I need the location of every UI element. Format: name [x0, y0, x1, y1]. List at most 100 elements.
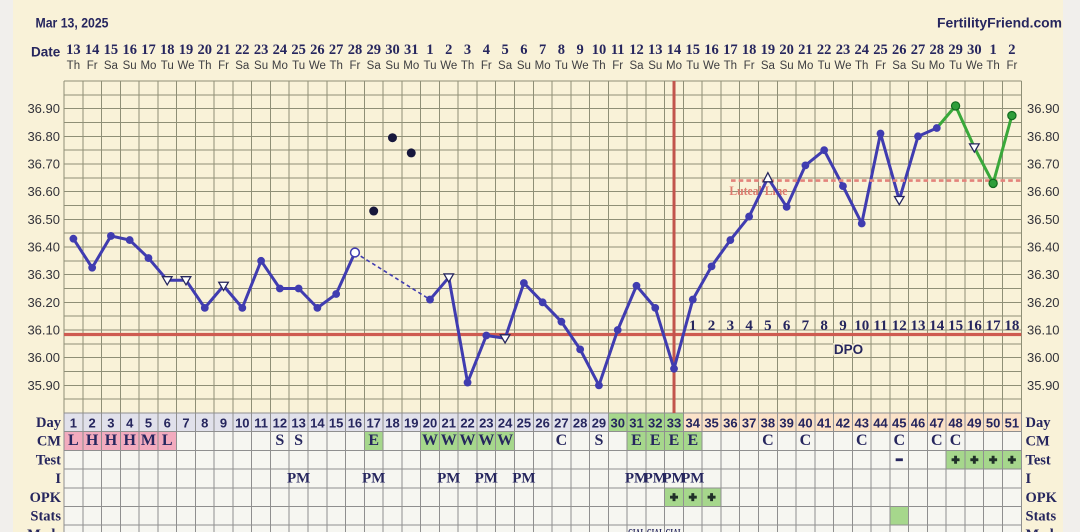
svg-text:Fr: Fr: [612, 60, 623, 72]
svg-text:Su: Su: [648, 60, 662, 72]
svg-text:43: 43: [854, 415, 868, 430]
svg-text:19: 19: [404, 415, 418, 430]
svg-text:PM: PM: [625, 471, 648, 487]
svg-text:26: 26: [535, 415, 549, 430]
svg-text:15: 15: [948, 318, 963, 334]
svg-text:Tu: Tu: [424, 60, 437, 72]
svg-text:47: 47: [930, 415, 944, 430]
svg-text:We: We: [834, 60, 851, 72]
svg-text:Tu: Tu: [818, 60, 831, 72]
svg-text:30: 30: [385, 42, 400, 58]
svg-text:14: 14: [310, 415, 325, 430]
svg-text:Mo: Mo: [403, 60, 419, 72]
svg-text:Sa: Sa: [892, 60, 907, 72]
svg-text:21: 21: [442, 415, 456, 430]
svg-text:25: 25: [291, 42, 306, 58]
svg-text:FertilityFriend.com: FertilityFriend.com: [937, 16, 1062, 31]
svg-text:C: C: [931, 432, 943, 449]
svg-text:8: 8: [820, 318, 828, 334]
svg-text:36: 36: [723, 415, 737, 430]
svg-text:Mo: Mo: [929, 60, 945, 72]
svg-text:Th: Th: [592, 60, 605, 72]
svg-text:Stats: Stats: [30, 509, 61, 525]
svg-text:41: 41: [817, 415, 831, 430]
svg-text:Sa: Sa: [629, 60, 644, 72]
svg-text:W: W: [460, 432, 476, 449]
svg-text:36.60: 36.60: [27, 184, 60, 199]
svg-text:W: W: [497, 432, 513, 449]
svg-text:36.10: 36.10: [1027, 323, 1060, 338]
svg-text:Th: Th: [986, 60, 999, 72]
svg-text:CIAL: CIAL: [647, 526, 664, 532]
svg-text:Mo: Mo: [535, 60, 551, 72]
svg-text:18: 18: [742, 42, 757, 58]
svg-text:H: H: [105, 432, 118, 449]
svg-text:6: 6: [520, 42, 527, 58]
svg-text:30: 30: [967, 42, 982, 58]
svg-text:32: 32: [648, 415, 662, 430]
svg-text:1: 1: [689, 318, 697, 334]
svg-text:16: 16: [967, 318, 983, 334]
svg-text:14: 14: [929, 318, 945, 334]
svg-text:7: 7: [182, 415, 189, 430]
svg-text:35.90: 35.90: [27, 378, 60, 393]
svg-text:Su: Su: [385, 60, 399, 72]
svg-text:Tu: Tu: [949, 60, 962, 72]
svg-text:Th: Th: [724, 60, 737, 72]
svg-text:Mo: Mo: [797, 60, 813, 72]
svg-text:25: 25: [517, 415, 531, 430]
svg-text:L: L: [162, 432, 173, 449]
svg-text:34: 34: [686, 415, 701, 430]
svg-text:3: 3: [107, 415, 114, 430]
svg-text:3: 3: [464, 42, 471, 58]
svg-text:4: 4: [745, 318, 753, 334]
svg-text:Mo: Mo: [666, 60, 682, 72]
svg-text:2: 2: [89, 415, 96, 430]
svg-text:M: M: [141, 432, 156, 449]
svg-text:36.20: 36.20: [1027, 295, 1060, 310]
svg-text:Mo: Mo: [140, 60, 156, 72]
svg-text:PM: PM: [662, 471, 685, 487]
svg-text:1: 1: [426, 42, 433, 58]
svg-text:1: 1: [989, 42, 996, 58]
svg-text:5: 5: [145, 415, 152, 430]
svg-text:7: 7: [539, 42, 546, 58]
svg-text:Th: Th: [198, 60, 211, 72]
svg-text:21: 21: [216, 42, 231, 58]
svg-text:Day: Day: [36, 415, 62, 431]
svg-text:Sa: Sa: [367, 60, 382, 72]
svg-text:We: We: [572, 60, 589, 72]
svg-text:29: 29: [948, 42, 963, 58]
svg-text:DPO: DPO: [834, 342, 863, 357]
svg-text:C: C: [556, 432, 568, 449]
svg-text:36.50: 36.50: [27, 212, 60, 227]
svg-text:PM: PM: [287, 471, 310, 487]
svg-text:3: 3: [727, 318, 735, 334]
svg-text:23: 23: [254, 42, 269, 58]
svg-text:36.30: 36.30: [1027, 267, 1060, 282]
svg-text:11: 11: [611, 42, 625, 58]
svg-text:36.30: 36.30: [27, 267, 60, 282]
svg-text:19: 19: [179, 42, 194, 58]
svg-text:PM: PM: [437, 471, 460, 487]
svg-text:Sa: Sa: [104, 60, 119, 72]
svg-text:13: 13: [66, 42, 81, 58]
svg-text:36.00: 36.00: [1027, 350, 1060, 365]
svg-text:I: I: [1026, 471, 1032, 487]
svg-text:PM: PM: [644, 471, 667, 487]
svg-text:15: 15: [686, 42, 701, 58]
svg-text:5: 5: [501, 42, 508, 58]
svg-text:16: 16: [348, 415, 362, 430]
svg-text:19: 19: [761, 42, 776, 58]
svg-text:Th: Th: [461, 60, 474, 72]
svg-text:PM: PM: [681, 471, 704, 487]
svg-text:9: 9: [839, 318, 847, 334]
svg-text:2: 2: [1008, 42, 1015, 58]
svg-text:49: 49: [967, 415, 981, 430]
svg-text:18: 18: [1004, 318, 1019, 334]
svg-text:10: 10: [592, 42, 607, 58]
svg-text:E: E: [687, 432, 698, 449]
svg-text:50: 50: [986, 415, 1000, 430]
svg-text:8: 8: [558, 42, 565, 58]
svg-text:9: 9: [220, 415, 227, 430]
